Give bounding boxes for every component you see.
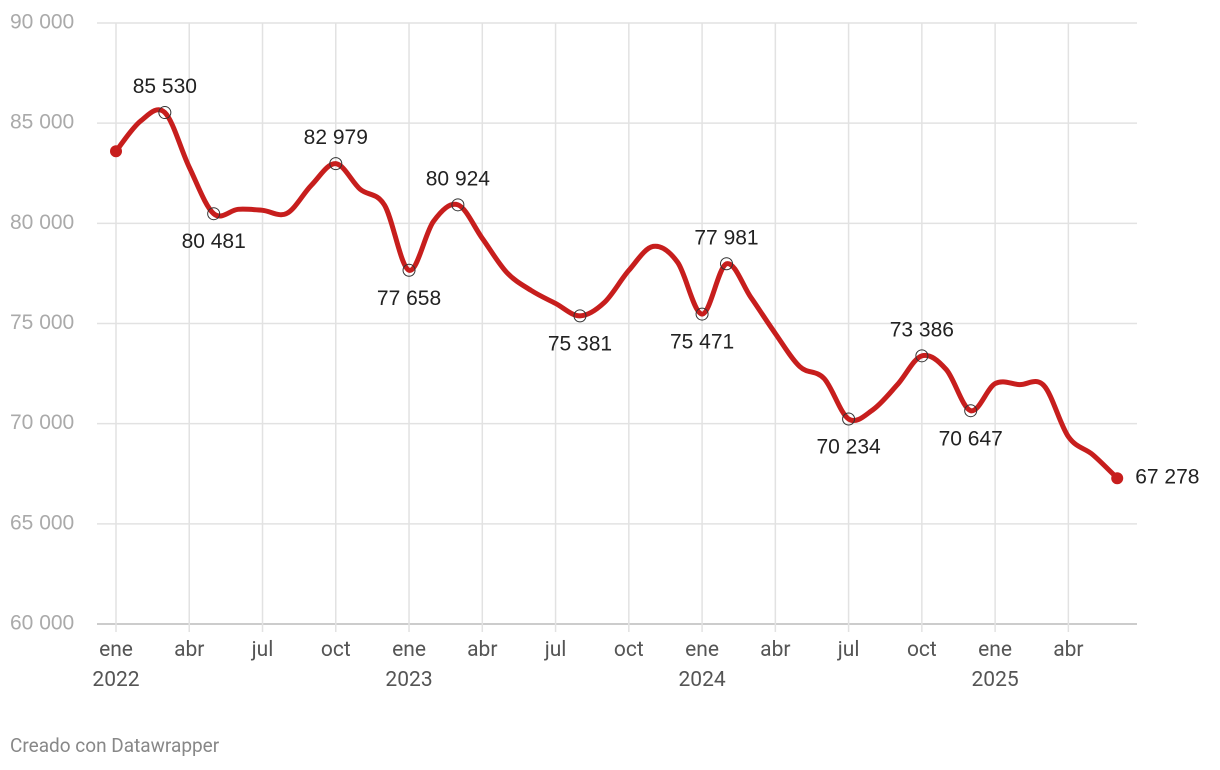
data-label: 80 481 bbox=[182, 230, 246, 253]
x-tick-label: ene 2023 bbox=[385, 638, 433, 692]
data-label: 70 647 bbox=[939, 427, 1003, 450]
point-marker bbox=[329, 157, 343, 171]
y-tick-label: 80 000 bbox=[10, 211, 74, 234]
x-tick-label: ene 2024 bbox=[678, 638, 726, 692]
x-tick-label: abr bbox=[1053, 638, 1084, 662]
x-tick-label: jul bbox=[837, 638, 860, 662]
x-tick-label: jul bbox=[544, 638, 567, 662]
point-marker bbox=[695, 307, 709, 321]
data-label: 73 386 bbox=[890, 318, 954, 341]
line bbox=[113, 107, 1120, 481]
data-label: 75 381 bbox=[548, 332, 612, 355]
x-tick-label: abr bbox=[174, 638, 205, 662]
credit: Creado con Datawrapper bbox=[10, 734, 220, 757]
y-tick-label: 85 000 bbox=[10, 111, 74, 134]
x-tick-label: oct bbox=[906, 638, 937, 662]
y-tick-label: 60 000 bbox=[10, 612, 74, 635]
point-marker bbox=[158, 106, 172, 120]
data-label: 70 234 bbox=[816, 436, 881, 459]
y-tick-label: 65 000 bbox=[10, 511, 74, 534]
x-tick-label: jul bbox=[251, 638, 274, 662]
end-point bbox=[1111, 472, 1124, 485]
end-point bbox=[110, 145, 122, 158]
point-marker bbox=[720, 257, 733, 271]
point-marker bbox=[842, 412, 856, 426]
point-marker bbox=[402, 263, 416, 277]
x-tick-label: abr bbox=[760, 638, 791, 662]
data-label: 80 924 bbox=[426, 167, 491, 190]
point-marker bbox=[451, 198, 465, 212]
y-tick-label: 90 000 bbox=[10, 11, 74, 34]
x-tick-label: oct bbox=[613, 638, 644, 662]
data-label: 77 658 bbox=[377, 287, 441, 310]
data-label: 77 981 bbox=[694, 226, 758, 249]
data-label: 82 979 bbox=[304, 126, 368, 149]
point-marker bbox=[573, 309, 587, 323]
point-marker bbox=[915, 349, 929, 363]
point-marker bbox=[207, 207, 221, 221]
x-tick-label: ene 2022 bbox=[92, 638, 140, 692]
y-tick-label: 70 000 bbox=[10, 411, 74, 434]
data-label: 75 471 bbox=[670, 331, 734, 354]
x-tick-label: oct bbox=[320, 638, 351, 662]
y-tick-label: 75 000 bbox=[10, 311, 74, 334]
point-marker bbox=[964, 404, 978, 418]
data-label: 85 530 bbox=[133, 75, 197, 98]
data-label: 67 278 bbox=[1135, 466, 1199, 489]
x-tick-label: abr bbox=[467, 638, 498, 662]
x-tick-label: ene 2025 bbox=[971, 638, 1019, 692]
